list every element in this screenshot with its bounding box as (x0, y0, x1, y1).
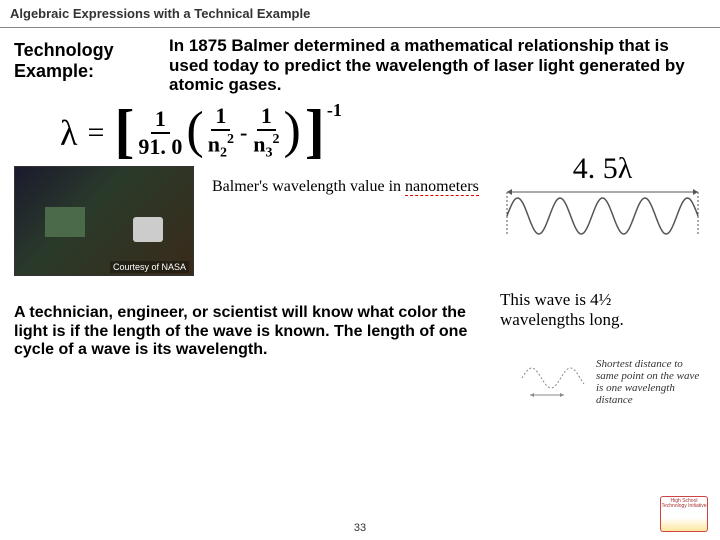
technology-example-label: Technology Example: (14, 36, 149, 95)
n2-sub: 2 (220, 145, 227, 160)
hsti-logo: High School Technology Initiative (660, 496, 708, 532)
balmer-caption-text: Balmer's wavelength value in (212, 178, 405, 195)
numerator-1a: 1 (151, 108, 170, 134)
intro-row: Technology Example: In 1875 Balmer deter… (0, 28, 720, 95)
equals-sign: = (81, 116, 110, 150)
tech-line1: Technology (14, 40, 114, 60)
wave-caption: This wave is 4½ wavelengths long. (500, 290, 690, 329)
n3-base: n (253, 131, 265, 156)
right-paren: ) (284, 115, 301, 146)
wave-figure: 4. 5λ (505, 152, 700, 246)
n3-sup: 2 (273, 132, 280, 147)
slide-header: Algebraic Expressions with a Technical E… (0, 0, 720, 28)
fraction-1-over-n3sq: 1 n32 (253, 105, 279, 161)
n2-sup: 2 (227, 132, 234, 147)
balmer-caption: Balmer's wavelength value in nanometers (212, 166, 479, 276)
nanometers-underlined: nanometers (405, 178, 479, 196)
intro-text: In 1875 Balmer determined a mathematical… (169, 36, 706, 95)
n2-base: n (208, 131, 220, 156)
explanation-text: A technician, engineer, or scientist wil… (14, 304, 474, 359)
denominator-91: 91. 0 (138, 134, 182, 158)
fraction-1-over-n2sq: 1 n22 (208, 105, 234, 161)
wave-length-label: 4. 5λ (505, 152, 700, 186)
denominator-n3: n32 (253, 131, 279, 161)
small-wave-caption: Shortest distance to same point on the w… (596, 358, 706, 406)
single-wavelength-diagram (518, 362, 588, 402)
right-bracket: ] (305, 113, 325, 149)
exponent-neg1: -1 (327, 100, 342, 121)
photo-credit: Courtesy of NASA (110, 261, 189, 273)
numerator-1c: 1 (257, 105, 276, 131)
small-wave-block: Shortest distance to same point on the w… (518, 358, 706, 406)
sine-wave-diagram (505, 186, 700, 241)
balmer-formula: λ = [ 1 91. 0 ( 1 n22 - 1 n32 ) ] -1 (0, 95, 720, 161)
minus-sign: - (238, 120, 249, 146)
fraction-1-over-91: 1 91. 0 (138, 108, 182, 158)
left-paren: ( (186, 115, 203, 146)
denominator-n2: n22 (208, 131, 234, 161)
left-bracket: [ (114, 113, 134, 149)
laser-lab-photo: Courtesy of NASA (14, 166, 194, 276)
page-number: 33 (354, 522, 366, 534)
lambda-symbol: λ (60, 112, 77, 154)
tech-line2: Example: (14, 61, 94, 81)
n3-sub: 3 (266, 145, 273, 160)
numerator-1b: 1 (211, 105, 230, 131)
